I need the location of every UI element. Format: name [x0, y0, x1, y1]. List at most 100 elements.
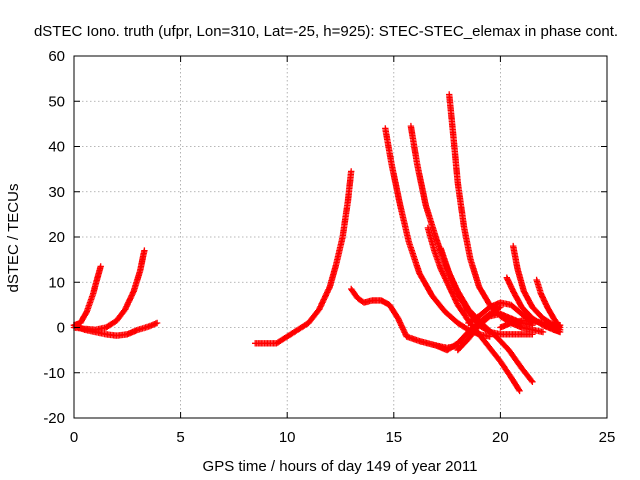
data-point-group	[339, 199, 351, 241]
data-point-group	[441, 308, 460, 326]
data-point-group	[429, 292, 448, 314]
data-point-group	[102, 318, 119, 331]
data-point-group	[507, 301, 524, 317]
y-axis-label: dSTEC / TECUs	[5, 184, 22, 293]
data-point-group	[377, 297, 392, 308]
data-point-group	[518, 331, 536, 338]
data-point-group	[518, 365, 536, 385]
data-point-group	[422, 202, 440, 241]
data-point-group	[407, 122, 421, 167]
data-point-group	[446, 91, 457, 140]
data-point-group	[83, 291, 96, 315]
data-point-group	[514, 265, 527, 293]
data-point-group	[122, 289, 137, 313]
y-tick-label: -10	[43, 365, 65, 382]
data-point-group	[437, 245, 452, 275]
series-0	[70, 263, 104, 329]
data-point-group	[550, 322, 564, 329]
data-point-group	[486, 344, 503, 364]
data-point-group	[475, 314, 492, 329]
data-point-group	[397, 202, 412, 244]
data-point-group	[450, 134, 461, 185]
data-point-group	[465, 323, 482, 342]
series-5	[382, 125, 493, 340]
data-point-group	[273, 334, 290, 347]
data-point-group	[529, 326, 547, 336]
data-point-group	[505, 346, 524, 371]
data-point-group	[454, 336, 471, 354]
axis-ticks	[73, 55, 608, 419]
y-tick-label: 50	[48, 93, 65, 110]
data-point-group	[510, 288, 525, 309]
data-point-group	[305, 307, 322, 327]
x-tick-label: 25	[599, 429, 616, 446]
data-point-group	[537, 290, 550, 309]
data-point-group	[503, 274, 516, 294]
y-tick-label: 40	[48, 139, 65, 156]
y-tick-label: 30	[48, 184, 65, 201]
series-4	[348, 285, 461, 352]
y-tick-label: 0	[57, 320, 65, 337]
data-point-group	[465, 313, 481, 327]
data-point-group	[333, 235, 346, 268]
data-point-group	[529, 303, 546, 321]
data-point-group	[113, 307, 128, 324]
data-point-group	[77, 309, 90, 327]
data-point-group	[403, 333, 422, 344]
x-tick-label: 10	[279, 429, 296, 446]
data-point-group	[94, 263, 104, 281]
series-3	[252, 168, 355, 347]
data-point-group	[416, 337, 439, 349]
data-point-group	[544, 303, 557, 321]
data-point-group	[90, 276, 101, 297]
data-point-group	[394, 315, 410, 339]
y-tick-label: 60	[48, 48, 65, 65]
data-point-group	[284, 327, 300, 340]
data-point-group	[437, 265, 452, 289]
data-point-group	[454, 290, 471, 314]
x-tick-label: 5	[176, 429, 184, 446]
x-axis-label: GPS time / hours of day 149 of year 2011	[203, 458, 478, 475]
data-point-group	[414, 161, 429, 207]
data-point-group	[431, 247, 444, 271]
data-point-group	[446, 270, 461, 296]
y-tick-label: -20	[43, 410, 65, 427]
x-tick-labels: 0 5 10 15 20 25	[70, 429, 616, 446]
data-point-group	[467, 256, 482, 289]
data-point-group	[475, 304, 492, 320]
data-point-group	[388, 161, 404, 207]
y-tick-label: 20	[48, 229, 65, 246]
data-point-group	[405, 238, 423, 275]
data-point-group	[326, 262, 339, 290]
data-point-group	[443, 341, 460, 354]
data-point-group	[461, 224, 474, 262]
data-point-group	[446, 283, 461, 307]
data-point-group	[382, 125, 395, 167]
data-point-group	[416, 270, 435, 298]
data-point-group	[424, 224, 438, 253]
data-point-group	[145, 319, 161, 330]
data-point-group	[454, 301, 471, 323]
data-point-group	[454, 319, 471, 333]
data-point-group	[475, 331, 492, 350]
data-point-group	[454, 179, 468, 230]
data-point-group	[294, 320, 311, 333]
data-point-group	[510, 242, 521, 271]
series-16	[497, 317, 564, 331]
y-tick-label: 10	[48, 274, 65, 291]
x-tick-label: 15	[385, 429, 402, 446]
data-points	[70, 91, 564, 395]
x-tick-label: 20	[492, 429, 509, 446]
data-point-group	[475, 283, 493, 307]
data-point-group	[316, 285, 333, 313]
data-point-group	[492, 333, 512, 353]
data-point-group	[454, 330, 471, 347]
data-point-group	[520, 288, 535, 309]
data-point-group	[130, 269, 143, 295]
data-point-group	[344, 168, 355, 204]
x-tick-label: 0	[70, 429, 78, 446]
data-point-group	[136, 247, 148, 275]
data-point-group	[518, 303, 535, 321]
data-point-group	[386, 301, 401, 321]
